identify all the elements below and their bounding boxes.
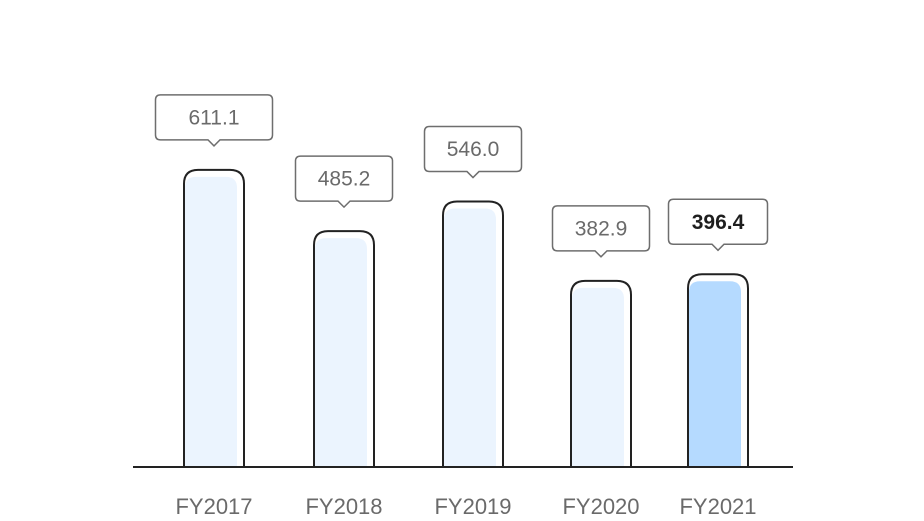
data-label: 546.0 bbox=[447, 138, 500, 161]
value-callout bbox=[423, 125, 523, 179]
value-callouts: 611.1 485.2 546.0 382.9 396.4 bbox=[154, 94, 769, 258]
x-tick-label: FY2018 bbox=[305, 494, 382, 519]
bar-fill bbox=[315, 238, 367, 466]
bar bbox=[442, 200, 504, 468]
data-label: 485.2 bbox=[318, 168, 371, 191]
data-label: 611.1 bbox=[189, 106, 240, 129]
x-tick-label: FY2021 bbox=[679, 494, 756, 519]
value-callout bbox=[154, 94, 274, 147]
bar bbox=[570, 279, 632, 468]
x-axis-tick-labels: FY2017 FY2018 FY2019 FY2020 FY2021 bbox=[175, 494, 756, 519]
data-label: 396.4 bbox=[692, 211, 745, 234]
x-tick-label: FY2019 bbox=[434, 494, 511, 519]
bar bbox=[183, 168, 245, 468]
x-tick-label: FY2020 bbox=[562, 494, 639, 519]
data-label: 382.9 bbox=[575, 217, 628, 240]
bar-fill-highlight bbox=[689, 281, 741, 466]
value-callout bbox=[294, 155, 394, 209]
bar-fill bbox=[572, 287, 624, 466]
bar bbox=[687, 273, 749, 468]
value-callout bbox=[667, 198, 769, 252]
bar-fill bbox=[444, 208, 496, 467]
x-tick-label: FY2017 bbox=[175, 494, 252, 519]
value-callout bbox=[551, 205, 651, 258]
bar-fill bbox=[185, 176, 237, 466]
bar bbox=[313, 230, 375, 468]
bars-layer bbox=[183, 168, 749, 468]
